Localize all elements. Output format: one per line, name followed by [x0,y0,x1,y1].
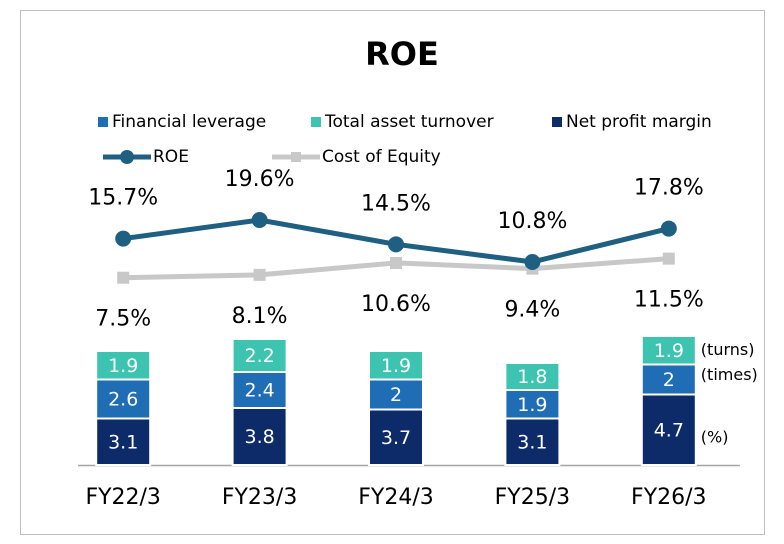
line-marker [662,252,675,265]
bar-value-label: 3.8 [244,426,274,448]
x-tick-label: FY22/3 [85,485,161,510]
bar-segment [231,371,288,409]
bar-value-label: 2.2 [244,345,274,367]
data-label: 10.6% [361,292,431,317]
legend-label: ROE [153,147,189,167]
line-marker [660,220,677,237]
data-label: 9.4% [504,298,560,323]
bar-value-label: 3.1 [108,431,138,453]
line-marker [388,236,404,253]
legend-label: Cost of Equity [322,147,441,167]
bar-segment [504,417,561,466]
unit-annotation: (turns) [701,340,755,359]
bar-value-label: 2.6 [108,389,138,411]
bar-segment [368,378,424,411]
bar-value-label: 2.4 [244,380,274,402]
bar-value-label: 4.7 [654,419,684,441]
legend-label: Net profit margin [566,112,712,132]
legend-marker [120,150,134,164]
line-marker [117,271,130,284]
bar-segment [640,363,697,396]
bar-segment [640,335,697,366]
bar-segment [504,362,561,391]
line-marker [251,212,268,229]
line-marker [524,253,541,270]
legend-marker [291,152,301,162]
line-marker [253,268,266,281]
data-label: 15.7% [88,186,158,211]
bar-value-label: 3.7 [381,427,411,449]
data-label: 11.5% [634,288,704,313]
bar-value-label: 1.8 [517,366,547,388]
data-label: 7.5% [95,307,151,332]
bar-value-label: 3.1 [517,431,547,453]
data-label: 19.6% [225,167,295,192]
bar-segment [368,408,424,466]
legend-swatch [98,117,108,127]
x-tick-label: FY24/3 [358,485,434,510]
data-label: 14.5% [361,191,431,216]
legend-swatch [311,117,321,127]
legend-label: Financial leverage [112,112,266,132]
line-marker [115,230,132,247]
unit-annotation: (%) [701,427,729,446]
bar-value-label: 1.9 [108,355,138,377]
bar-segment [368,350,424,381]
data-label: 17.8% [634,176,704,201]
chart-title: ROE [365,35,439,73]
x-tick-label: FY23/3 [222,485,298,510]
line-marker [390,256,402,269]
bar-segment [231,338,288,373]
bar-segment [95,350,152,381]
bar-segment [504,389,561,420]
bar-value-label: 1.9 [381,355,411,377]
bar-segment [95,378,152,420]
legend-swatch [552,117,562,127]
data-label: 8.1% [232,304,288,329]
data-label: 10.8% [497,209,567,234]
bar-value-label: 1.9 [517,394,547,416]
bar-value-label: 2 [663,369,675,391]
bar-value-label: 1.9 [654,340,684,362]
x-tick-label: FY25/3 [495,485,571,510]
x-tick-label: FY26/3 [631,485,707,510]
bar-value-label: 2 [390,384,402,406]
legend-label: Total asset turnover [324,112,494,132]
unit-annotation: (times) [701,365,758,384]
